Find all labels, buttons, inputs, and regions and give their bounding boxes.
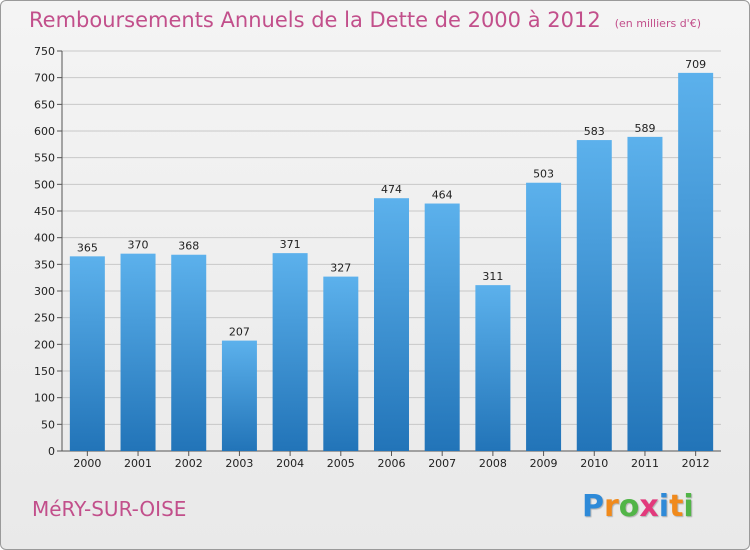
x-tick-label: 2008 [479,457,507,470]
data-label: 583 [584,125,605,138]
data-label: 709 [685,58,706,71]
x-tick-label: 2004 [276,457,304,470]
x-tick-label: 2002 [175,457,203,470]
bar [120,253,156,451]
y-tick-label: 150 [34,365,55,378]
y-tick-label: 250 [34,312,55,325]
data-label: 371 [280,238,301,251]
data-label: 327 [330,262,351,275]
data-label: 311 [482,270,503,283]
x-tick-label: 2005 [327,457,355,470]
bar [221,340,257,451]
brand-logo: Proxiti [582,489,694,524]
y-tick-label: 700 [34,72,55,85]
y-tick-label: 400 [34,232,55,245]
bar [526,182,562,451]
bar [323,276,359,451]
x-tick-label: 2012 [682,457,710,470]
unit-text: (en milliers d'€) [614,17,701,30]
brand-letter: t [669,489,684,524]
x-tick-label: 2000 [73,457,101,470]
bar [171,254,207,451]
brand-letter: i [683,489,694,524]
x-tick-label: 2001 [124,457,152,470]
x-tick-label: 2010 [580,457,608,470]
y-tick-label: 200 [34,338,55,351]
y-tick-label: 450 [34,205,55,218]
x-tick-label: 2006 [378,457,406,470]
brand-letter: P [582,489,604,524]
x-tick-label: 2011 [631,457,659,470]
brand-letter: x [639,489,659,524]
bar [576,140,612,452]
data-label: 207 [229,326,250,339]
brand-letter: i [658,489,670,524]
chart-title: Remboursements Annuels de la Dette de 20… [29,8,701,32]
y-tick-label: 650 [34,98,55,111]
x-tick-label: 2007 [428,457,456,470]
x-tick-label: 2003 [225,457,253,470]
label-layer: 365 370 368 207 371 327 474 464 311 503 583 589 709 [77,58,706,339]
data-label: 370 [128,239,149,252]
title-text: Remboursements Annuels de la Dette de 20… [29,8,601,32]
bar [424,203,460,451]
brand-letter: o [618,489,640,524]
bar-layer [69,72,714,452]
data-label: 464 [432,189,453,202]
bar [627,136,663,451]
y-tick-label: 100 [34,392,55,405]
data-label: 503 [533,168,554,181]
y-tick-label: 750 [34,45,55,58]
bar [374,198,409,451]
y-tick-label: 50 [41,418,55,431]
y-tick-label: 350 [34,258,55,271]
bar [475,285,511,451]
y-tick-label: 600 [34,125,55,138]
bar [272,253,308,451]
brand-letter: r [604,489,619,524]
commune-name: MéRY-SUR-OISE [32,497,187,521]
y-tick-label: 500 [34,178,55,191]
data-label: 368 [178,240,199,253]
data-label: 474 [381,183,402,196]
x-tick-label: 2009 [530,457,558,470]
y-tick-label: 300 [34,285,55,298]
data-label: 589 [634,122,655,135]
bar [678,72,714,451]
axis-layer: 0 50 100 150 200 250 300 350 400 450 500 550 600 650 7… [34,45,721,470]
y-tick-label: 550 [34,152,55,165]
data-label: 365 [77,241,98,254]
bar [69,256,105,451]
y-tick-label: 0 [48,445,55,458]
